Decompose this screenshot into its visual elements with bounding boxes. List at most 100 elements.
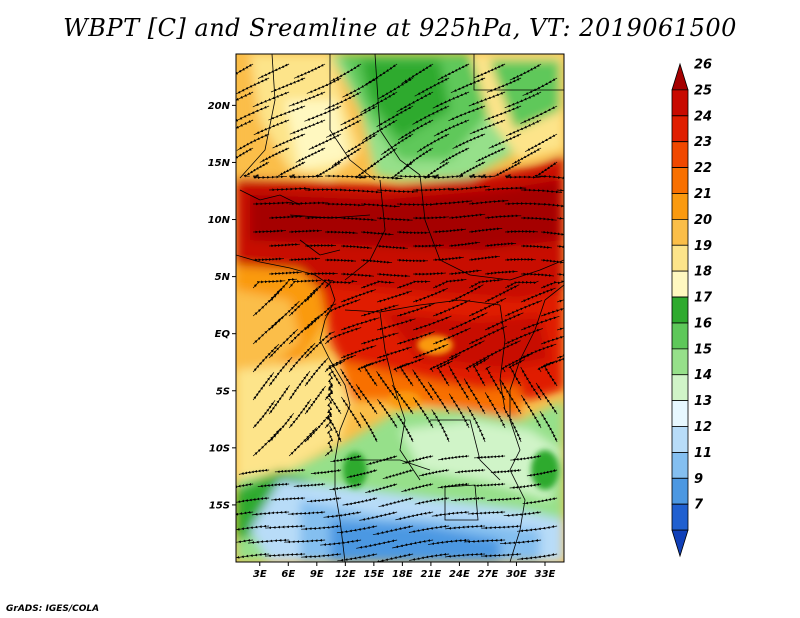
colorbar-label: 23 [694, 135, 712, 150]
colorbar-segment [671, 115, 689, 143]
streamline [485, 214, 522, 220]
streamline [431, 409, 450, 443]
streamline [278, 161, 306, 177]
streamline [289, 201, 329, 206]
streamline [433, 119, 470, 137]
streamline [521, 216, 557, 222]
streamline [487, 496, 522, 502]
colorbar-label: 11 [694, 446, 712, 461]
streamline [327, 382, 342, 415]
streamline [432, 327, 471, 345]
streamline [236, 91, 254, 109]
streamline [485, 365, 506, 401]
colorbar-segment [671, 348, 689, 376]
streamline [252, 343, 280, 373]
streamline [340, 289, 376, 303]
streamline [556, 291, 564, 303]
streamline [365, 483, 398, 493]
streamline [306, 77, 342, 94]
streamline [257, 482, 290, 488]
streamline [289, 229, 322, 234]
streamline [325, 202, 364, 207]
streamline [474, 454, 506, 459]
streamline [436, 360, 453, 387]
colorbar-segment [671, 62, 689, 91]
lon-tick-label: 33E [535, 569, 556, 580]
streamline [427, 381, 450, 415]
streamline [397, 303, 435, 317]
lon-axis: 3E 6E 9E 12E 15E 18E 21E 24E 27E 30E 33E [253, 562, 556, 580]
streamline [468, 91, 506, 107]
map-frame [235, 53, 565, 563]
lon-tick-label: 15E [363, 569, 384, 580]
streamline [438, 454, 470, 461]
streamline [437, 63, 470, 81]
streamline [505, 119, 542, 137]
streamline [252, 399, 276, 429]
streamline [505, 229, 538, 234]
streamline [541, 174, 564, 182]
streamline [540, 332, 564, 345]
grads-credit: GrADS: IGES/COLA [6, 604, 100, 614]
streamline [428, 538, 470, 545]
streamline [397, 230, 430, 235]
streamline [448, 365, 470, 401]
streamline [293, 63, 326, 79]
streamline [236, 510, 254, 519]
streamline [360, 280, 395, 289]
streamline [412, 287, 448, 303]
streamline [500, 539, 542, 545]
streamline [521, 395, 542, 429]
colorbar-segment [671, 141, 689, 168]
streamline [516, 525, 558, 533]
streamline [557, 272, 564, 280]
border-zambia [430, 419, 501, 481]
streamline [243, 161, 270, 178]
streamline [541, 230, 564, 237]
streamline [236, 496, 270, 504]
streamline [401, 483, 434, 492]
colorbar-label: 13 [694, 394, 712, 409]
streamline [236, 77, 270, 95]
streamline [375, 553, 414, 562]
colorbar-label: 9 [694, 472, 703, 487]
border-angola [350, 459, 431, 471]
streamline [454, 468, 486, 474]
streamline [448, 393, 470, 429]
streamline [505, 202, 545, 206]
streamline [402, 455, 434, 464]
streamline [509, 63, 542, 81]
streamline [340, 317, 380, 331]
colorbar-label: 7 [694, 498, 704, 513]
streamline [310, 468, 342, 475]
streamline [342, 497, 378, 506]
streamline [341, 272, 375, 278]
streamline [521, 272, 554, 277]
streamline [408, 524, 450, 533]
colorbar-segment [671, 270, 689, 298]
streamline [433, 256, 464, 262]
lon-tick-label: 9E [310, 569, 324, 580]
streamline [449, 213, 486, 220]
streamline [341, 216, 377, 222]
streamline [324, 425, 333, 457]
streamline [413, 187, 455, 192]
colorbar-segment [671, 218, 689, 246]
colorbar-label: 26 [694, 58, 712, 73]
streamline [418, 468, 450, 477]
streamline [340, 368, 362, 401]
lon-tick-label: 18E [392, 569, 413, 580]
streamline [541, 258, 564, 265]
lon-tick-label: 24E [449, 569, 470, 580]
streamline [293, 482, 326, 488]
streamline [362, 362, 378, 387]
colorbar-label: 12 [694, 420, 712, 435]
streamline [511, 147, 542, 165]
streamline [432, 278, 467, 289]
streamline [236, 524, 270, 532]
streamline [361, 230, 394, 236]
streamline [301, 524, 342, 531]
streamline [504, 300, 543, 317]
streamline [484, 105, 522, 121]
